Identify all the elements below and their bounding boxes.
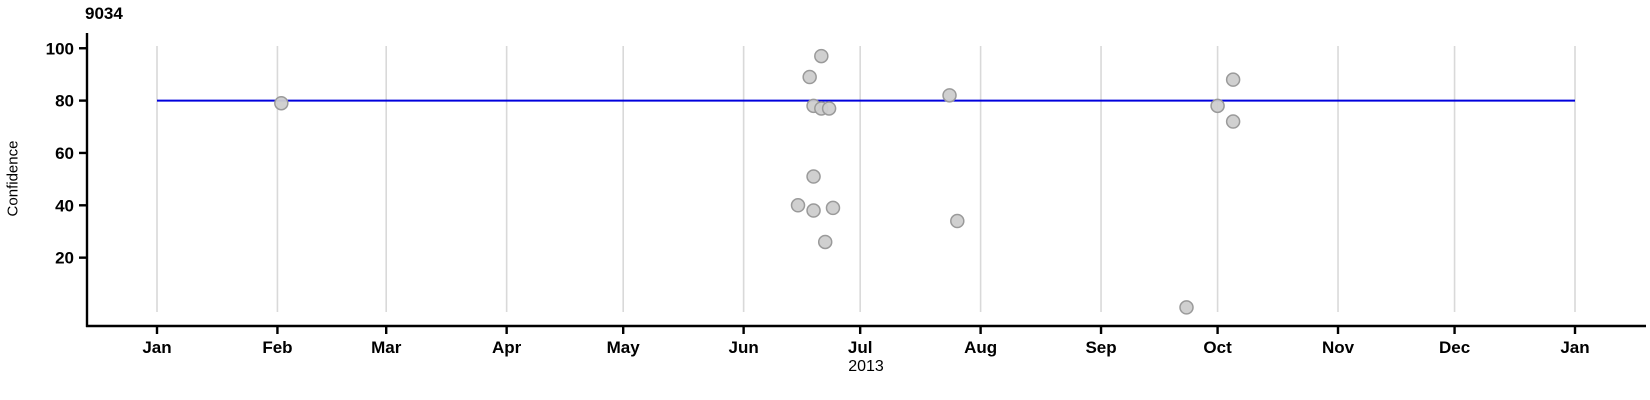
x-tick-label: Apr	[492, 338, 522, 357]
x-tick-label: Oct	[1203, 338, 1232, 357]
y-tick-label: 40	[55, 196, 74, 215]
data-point	[802, 69, 817, 85]
y-tick-label: 100	[46, 39, 74, 58]
x-tick-label: Nov	[1322, 338, 1355, 357]
data-point	[274, 95, 289, 111]
y-tick-label: 80	[55, 92, 74, 111]
data-point	[821, 101, 837, 116]
data-point	[806, 169, 821, 184]
x-tick-label: Jan	[1560, 338, 1589, 357]
x-tick-label: Feb	[262, 338, 292, 357]
chart-title: 9034	[85, 4, 123, 23]
data-point	[1225, 114, 1241, 129]
data-point	[1179, 300, 1194, 315]
data-point	[950, 213, 965, 229]
x-tick-label: Dec	[1439, 338, 1470, 357]
data-point	[814, 48, 829, 64]
data-point	[817, 234, 833, 250]
x-tick-label: May	[607, 338, 641, 357]
x-tick-label: Sep	[1085, 338, 1116, 357]
x-tick-label: Jun	[729, 338, 759, 357]
x-tick-label: Jan	[142, 338, 171, 357]
x-tick-label: Jul	[848, 338, 873, 357]
data-point	[825, 200, 841, 216]
x-tick-label: Mar	[371, 338, 402, 357]
y-tick-label: 20	[55, 249, 74, 268]
data-point	[942, 88, 957, 103]
x-tick-label: Aug	[964, 338, 997, 357]
data-point	[1225, 72, 1241, 87]
x-axis-label: 2013	[848, 358, 884, 375]
data-point	[790, 198, 806, 213]
data-point	[1210, 98, 1225, 114]
y-tick-label: 60	[55, 144, 74, 163]
data-point	[806, 203, 821, 218]
